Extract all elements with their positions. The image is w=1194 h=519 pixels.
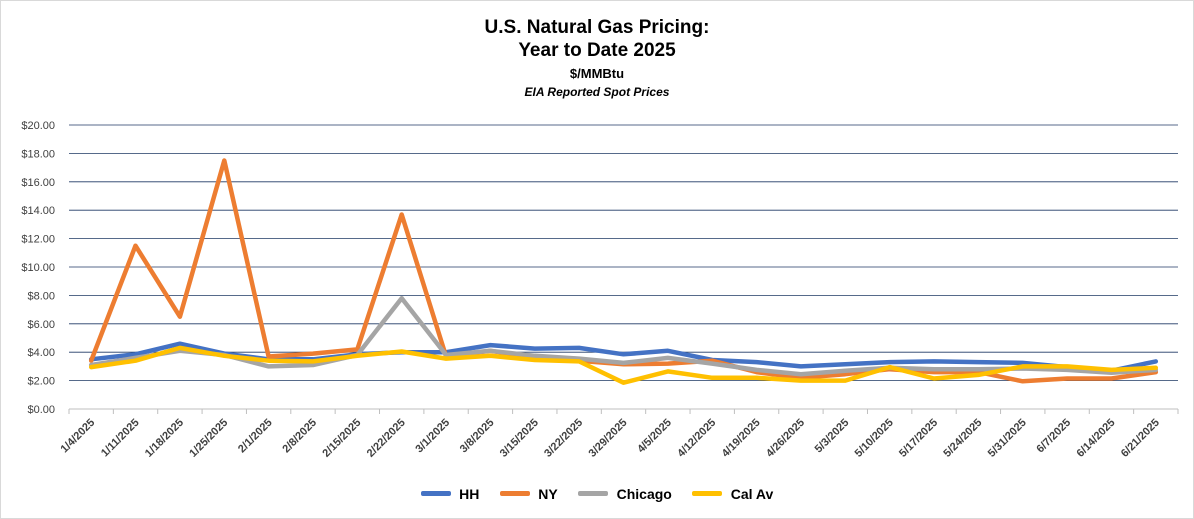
x-tick-label: 6/7/2025	[1034, 417, 1073, 456]
y-tick-label: $0.00	[27, 404, 55, 416]
x-tick-label: 4/19/2025	[720, 417, 763, 460]
legend-item-chicago: Chicago	[578, 485, 672, 503]
y-tick-label: $12.00	[21, 234, 55, 246]
x-tick-label: 4/12/2025	[675, 417, 718, 460]
legend-label-chicago: Chicago	[616, 485, 672, 502]
x-tick-label: 1/4/2025	[59, 417, 98, 456]
series-line-chicago	[88, 295, 1159, 377]
y-tick-label: $14.00	[21, 205, 55, 217]
y-tick-label: $4.00	[27, 347, 55, 359]
legend-swatch-chicago	[578, 491, 609, 497]
x-tick-label: 2/1/2025	[236, 417, 275, 456]
legend-swatch-ny	[499, 491, 530, 497]
legend-swatch-cal-av	[692, 491, 723, 497]
x-tick-label: 1/11/2025	[99, 417, 142, 460]
x-tick-label: 6/14/2025	[1074, 417, 1117, 460]
x-tick-label: 5/3/2025	[813, 417, 852, 456]
x-tick-label: 4/5/2025	[635, 417, 674, 456]
x-tick-label: 5/24/2025	[941, 417, 984, 460]
y-tick-label: $18.00	[21, 148, 55, 160]
series-line-cal-av	[88, 345, 1159, 385]
y-tick-label: $16.00	[21, 177, 55, 189]
legend-label-ny: NY	[538, 485, 558, 502]
legend-swatch-hh	[420, 491, 451, 497]
chart-title-block: U.S. Natural Gas Pricing: Year to Date 2…	[1, 1, 1193, 100]
x-tick-label: 3/22/2025	[542, 417, 585, 460]
x-tick-label: 3/29/2025	[587, 417, 630, 460]
y-tick-label: $2.00	[27, 376, 55, 388]
x-tick-label: 1/25/2025	[187, 417, 230, 460]
legend-item-ny: NY	[499, 485, 558, 503]
legend-label-hh: HH	[459, 485, 480, 502]
y-tick-label: $20.00	[21, 120, 55, 132]
chart-title-line-1: U.S. Natural Gas Pricing:	[484, 17, 710, 38]
x-tick-label: 5/10/2025	[853, 417, 896, 460]
legend-label-cal-av: Cal Av	[730, 485, 774, 502]
legend: HH NY Chicago Cal Av	[1, 485, 1193, 503]
legend-item-hh: HH	[420, 485, 480, 503]
x-tick-label: 1/18/2025	[143, 417, 186, 460]
chart-units: $/MMBtu	[569, 66, 625, 81]
chart-title-line-2: Year to Date 2025	[518, 40, 676, 61]
x-tick-label: 2/15/2025	[320, 417, 363, 460]
chart-source: EIA Reported Spot Prices	[524, 85, 670, 99]
y-tick-label: $10.00	[21, 262, 55, 274]
x-tick-label: 5/17/2025	[897, 417, 940, 460]
x-tick-label: 6/21/2025	[1119, 417, 1162, 460]
x-tick-label: 2/22/2025	[365, 417, 408, 460]
y-tick-label: $8.00	[27, 290, 55, 302]
x-tick-label: 4/26/2025	[764, 417, 807, 460]
x-tick-label: 2/8/2025	[280, 417, 319, 456]
legend-item-cal-av: Cal Av	[692, 485, 773, 503]
x-tick-label: 3/15/2025	[498, 417, 541, 460]
y-tick-label: $6.00	[27, 319, 55, 331]
x-tick-label: 5/31/2025	[986, 417, 1029, 460]
series-line-ny	[88, 158, 1159, 384]
x-tick-label: 3/1/2025	[413, 417, 452, 456]
x-tick-label: 3/8/2025	[458, 417, 497, 456]
